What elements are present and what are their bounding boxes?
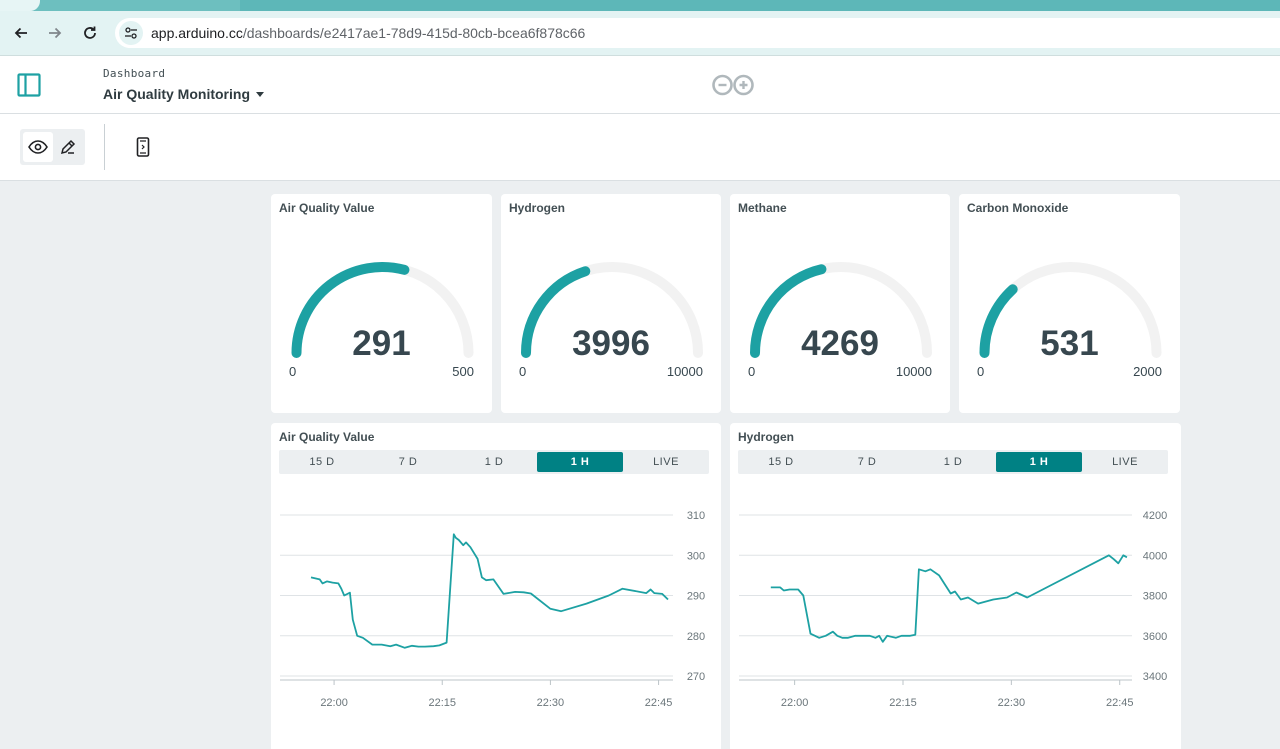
mode-toggle: [20, 129, 85, 165]
gauge-value: 3996: [572, 324, 650, 363]
gauge-max-label: 500: [452, 364, 474, 379]
gauge-dial: [521, 262, 703, 358]
gauge-dial: [979, 262, 1162, 358]
y-tick-label: 280: [687, 631, 705, 643]
time-range-tabs: 15 D 7 D 1 D 1 H LIVE: [738, 450, 1168, 474]
widget-title: Hydrogen: [509, 201, 566, 215]
tab-1h[interactable]: 1 H: [537, 452, 623, 472]
reload-button[interactable]: [77, 20, 103, 46]
gauge-max-label: 2000: [1133, 364, 1162, 379]
series-line: [770, 554, 1128, 643]
y-tick-label: 3400: [1143, 671, 1167, 683]
chart-widget[interactable]: Air Quality Value 15 D 7 D 1 D 1 H LIVE …: [271, 423, 721, 749]
page-title: Air Quality Monitoring: [103, 86, 250, 102]
gauge-max-label: 10000: [895, 364, 932, 379]
gauge-fill: [291, 262, 410, 358]
sidebar-toggle-button[interactable]: [17, 73, 41, 97]
gauge-dial: [750, 262, 932, 358]
browser-tab[interactable]: [0, 0, 40, 11]
gauge-widget[interactable]: Hydrogen 3996 0 10000: [501, 194, 721, 413]
caret-down-icon: [256, 91, 264, 97]
tab-1h[interactable]: 1 H: [996, 452, 1082, 472]
line-chart: 270 280 290 300 310 22:00 22:15 22:30 22:45: [280, 510, 705, 709]
x-tick-label: 22:30: [998, 697, 1026, 709]
gauge-dial: [291, 262, 474, 358]
widget-title: Air Quality Value: [279, 430, 375, 444]
arrow-right-icon: [49, 27, 62, 39]
time-range-tabs: 15 D 7 D 1 D 1 H LIVE: [279, 450, 709, 474]
browser-address-bar: app.arduino.cc/dashboards/e2417ae1-78d9-…: [0, 11, 1280, 56]
x-tick-label: 22:00: [320, 697, 348, 709]
y-tick-label: 4200: [1143, 510, 1167, 522]
gauge-min-label: 0: [519, 364, 527, 379]
pencil-icon: [60, 139, 76, 155]
dashboard-toolbar: [0, 114, 1280, 181]
gauge-min-label: 0: [289, 364, 297, 379]
x-tick-label: 22:15: [428, 697, 456, 709]
breadcrumb: Dashboard: [103, 67, 166, 80]
browser-tab-strip-fill: [240, 0, 1280, 11]
widget-title: Air Quality Value: [279, 201, 375, 215]
tab-1d[interactable]: 1 D: [484, 456, 504, 468]
sidebar-panel-icon: [17, 73, 41, 97]
view-mode-button[interactable]: [23, 132, 53, 162]
y-tick-label: 3600: [1143, 631, 1167, 643]
y-tick-label: 290: [687, 591, 705, 603]
series-line: [310, 533, 669, 649]
x-tick-label: 22:15: [889, 697, 917, 709]
gauge-value: 531: [1040, 324, 1099, 363]
y-tick-label: 270: [687, 671, 705, 683]
x-tick-label: 22:30: [537, 697, 565, 709]
gauge-min-label: 0: [748, 364, 756, 379]
gauge-value: 4269: [801, 324, 879, 363]
smartphone-icon: [136, 137, 150, 157]
url-field[interactable]: app.arduino.cc/dashboards/e2417ae1-78d9-…: [115, 18, 1280, 48]
tab-15d[interactable]: 15 D: [309, 456, 335, 468]
widget-title: Methane: [738, 201, 787, 215]
y-tick-label: 3800: [1143, 591, 1167, 603]
gauge-widget[interactable]: Air Quality Value 291 0 500: [271, 194, 492, 413]
tab-7d[interactable]: 7 D: [857, 456, 877, 468]
gauge-value: 291: [352, 324, 411, 363]
x-tick-label: 22:00: [781, 697, 809, 709]
tab-1d[interactable]: 1 D: [943, 456, 963, 468]
x-tick-label: 22:45: [645, 697, 673, 709]
edit-mode-button[interactable]: [53, 132, 83, 162]
reload-icon: [84, 26, 96, 39]
toolbar-divider: [104, 124, 105, 170]
url-text: app.arduino.cc/dashboards/e2417ae1-78d9-…: [151, 25, 586, 41]
widget-title: Carbon Monoxide: [967, 201, 1069, 215]
gauge-min-label: 0: [977, 364, 985, 379]
gauge-max-label: 10000: [666, 364, 703, 379]
tab-live[interactable]: LIVE: [1112, 456, 1138, 468]
eye-icon: [28, 140, 48, 154]
y-tick-label: 310: [687, 510, 705, 522]
arrow-left-icon: [14, 27, 27, 39]
mobile-view-button[interactable]: [131, 135, 155, 159]
arduino-logo: [712, 74, 754, 96]
y-tick-label: 300: [687, 550, 705, 562]
browser-tab-strip: [0, 0, 1280, 11]
widget-title: Hydrogen: [738, 430, 795, 444]
dashboard-selector[interactable]: Air Quality Monitoring: [103, 86, 264, 102]
app-header: Dashboard Air Quality Monitoring: [0, 56, 1280, 114]
gauge-widget[interactable]: Methane 4269 0 10000: [730, 194, 950, 413]
line-chart: 3400 3600 3800 4000 4200 22:00 22:15 22:30 22:45: [739, 510, 1167, 709]
gauge-fill: [521, 266, 591, 358]
tab-7d[interactable]: 7 D: [398, 456, 418, 468]
forward-button[interactable]: [42, 20, 68, 46]
chart-widget[interactable]: Hydrogen 15 D 7 D 1 D 1 H LIVE 3400 3600 3…: [730, 423, 1181, 749]
gauge-fill: [979, 284, 1018, 358]
tab-live[interactable]: LIVE: [653, 456, 679, 468]
site-settings-icon[interactable]: [119, 21, 143, 45]
back-button[interactable]: [8, 20, 34, 46]
y-tick-label: 4000: [1143, 550, 1167, 562]
gauge-fill: [750, 264, 827, 358]
tab-15d[interactable]: 15 D: [768, 456, 794, 468]
gauge-widget[interactable]: Carbon Monoxide 531 0 2000: [959, 194, 1180, 413]
x-tick-label: 22:45: [1106, 697, 1134, 709]
